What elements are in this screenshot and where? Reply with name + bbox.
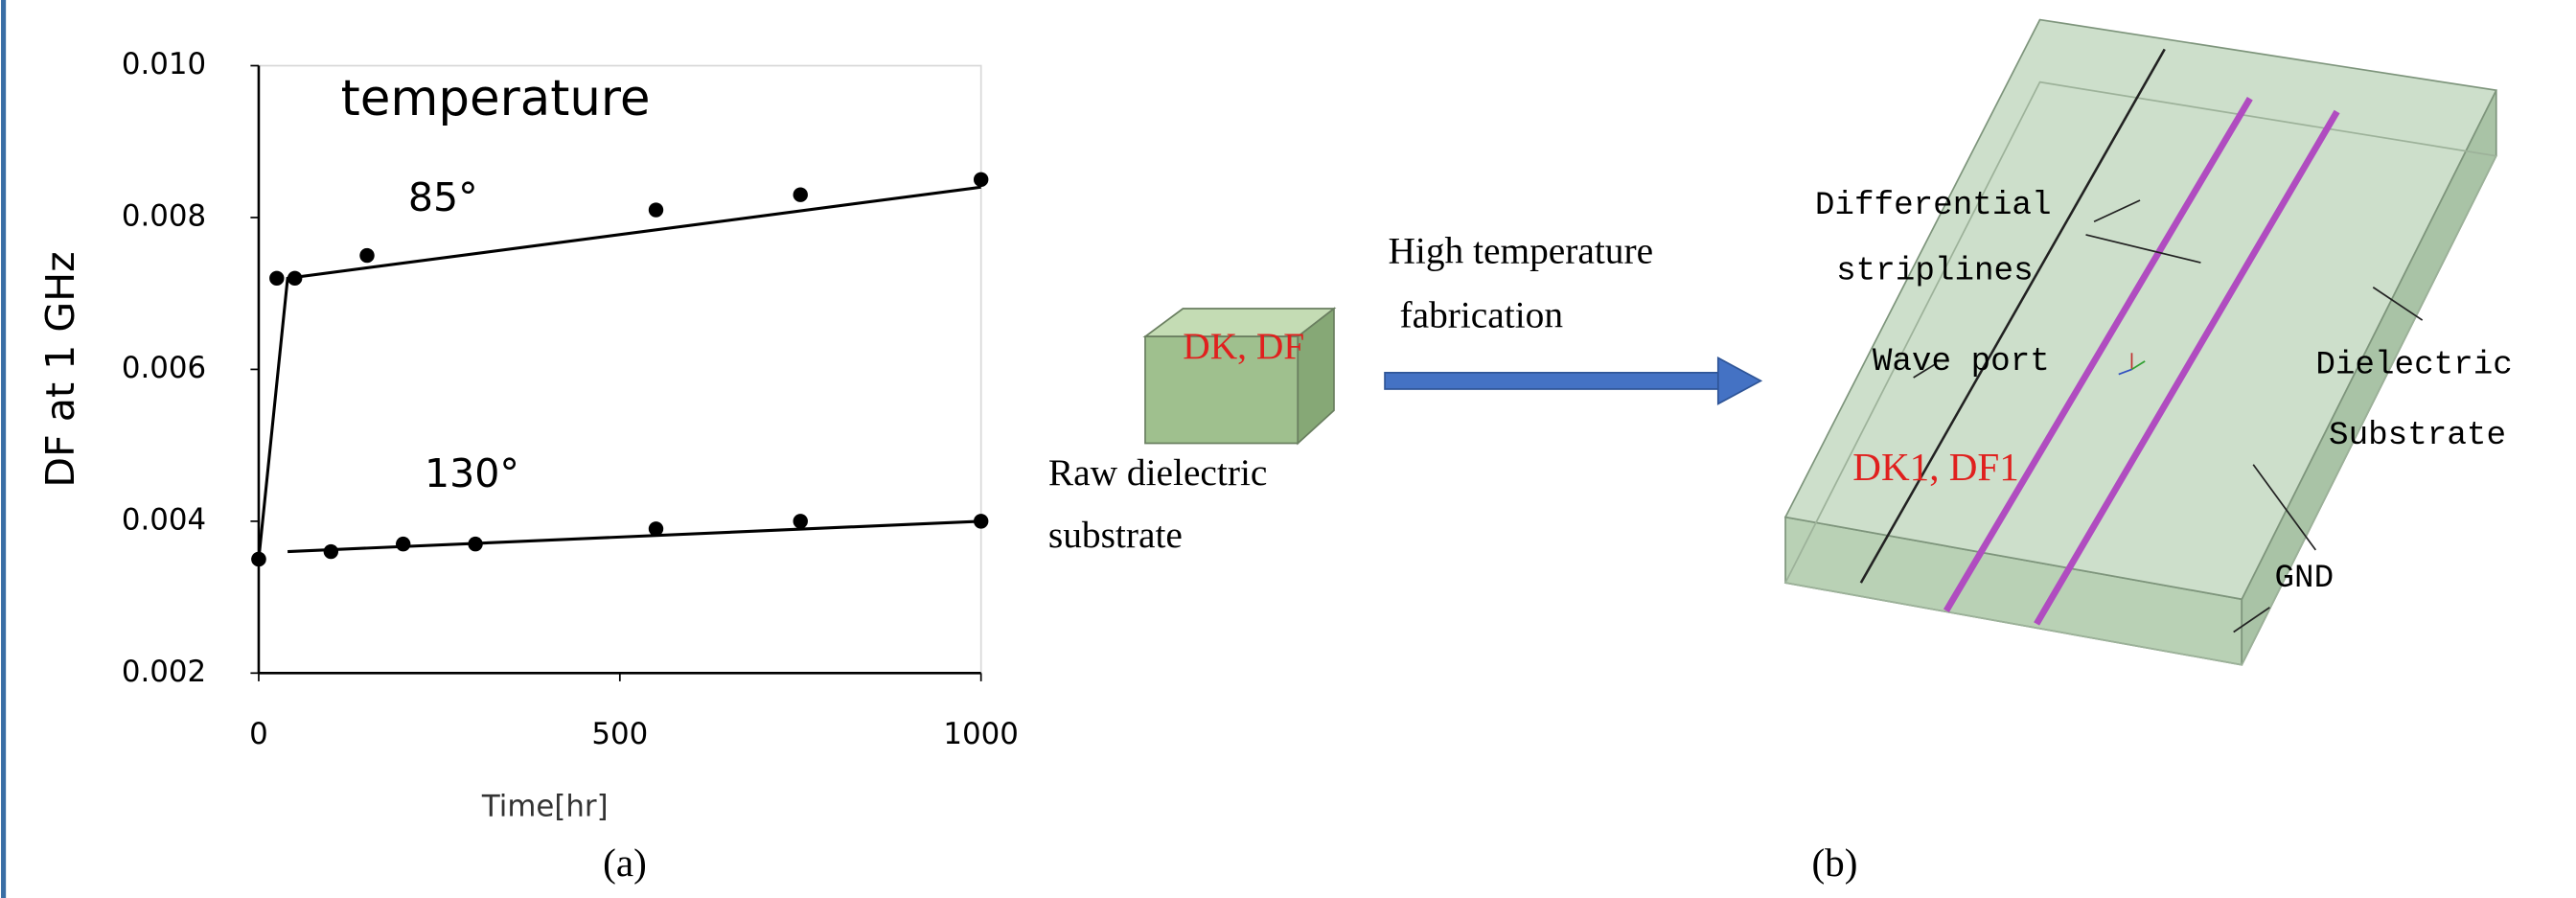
data-point <box>974 173 988 187</box>
data-point <box>794 514 808 528</box>
data-point <box>269 271 284 286</box>
y-tick-label: 0.004 <box>122 502 206 537</box>
data-point <box>288 271 302 286</box>
wave-port-label: Wave port <box>1873 343 2050 380</box>
y-tick-label: 0.002 <box>122 655 206 689</box>
figure: temperature Time[hr] DF at 1 GHz (a) DK,… <box>0 0 2576 898</box>
data-point <box>794 187 808 201</box>
trend-line <box>288 521 981 552</box>
trend-line <box>259 187 981 559</box>
x-tick-label: 1000 <box>943 717 1018 751</box>
x-tick-label: 0 <box>249 717 268 751</box>
raw-caption-line: substrate <box>1048 514 1183 556</box>
gnd-label: GND <box>2275 560 2334 597</box>
raw-caption-line: Raw dielectric <box>1048 451 1267 494</box>
arrow-label-line: fabrication <box>1399 293 1563 335</box>
series-label: 85° <box>408 174 478 220</box>
data-point <box>468 537 482 551</box>
x-axis-label: Time[hr] <box>481 789 609 823</box>
arrow-label-line: High temperature <box>1388 230 1653 272</box>
y-axis-label: DF at 1 GHz <box>37 251 83 487</box>
y-tick-label: 0.008 <box>122 198 206 233</box>
data-point <box>974 514 988 528</box>
left-border <box>1 0 6 898</box>
annotation: temperature <box>341 70 651 127</box>
y-tick-label: 0.010 <box>122 47 206 81</box>
y-tick-label: 0.006 <box>122 351 206 385</box>
page: {"chart_data": {"type": "scatter", "anno… <box>0 0 2576 898</box>
data-point <box>359 248 374 263</box>
caption: (b) <box>1811 840 1857 886</box>
data-point <box>251 552 265 566</box>
substrate-label-line: Dielectric <box>2315 346 2513 383</box>
caption: (a) <box>603 840 647 886</box>
plot-frame <box>259 66 981 674</box>
substrate-label-line: Substrate <box>2329 417 2506 454</box>
process-arrow <box>1385 357 1760 403</box>
fabricated-label: DK1, DF1 <box>1852 445 2019 489</box>
data-point <box>396 537 410 551</box>
data-point <box>649 521 663 536</box>
striplines-label-line: Differential <box>1815 187 2052 224</box>
data-point <box>649 202 663 217</box>
striplines-label-line: striplines <box>1836 253 2034 290</box>
series-label: 130° <box>425 450 519 496</box>
raw-block-label: DK, DF <box>1183 325 1304 367</box>
data-point <box>324 544 338 559</box>
x-tick-label: 500 <box>591 717 648 751</box>
